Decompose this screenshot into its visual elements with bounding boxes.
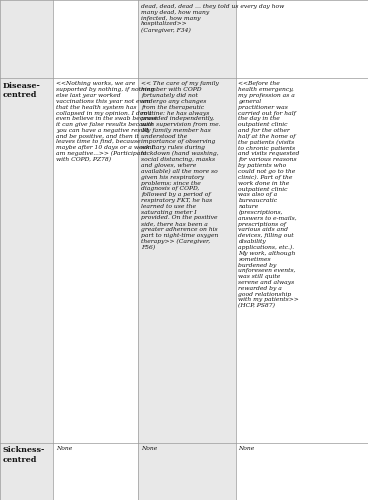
Text: None: None — [56, 446, 72, 452]
Bar — [53, 78, 138, 442]
Bar — [236, 78, 368, 442]
Bar — [236, 0, 368, 78]
Text: <<Nothing works, we are
supported by nothing, if nothing
else last year worked
v: <<Nothing works, we are supported by not… — [56, 82, 158, 162]
Bar — [53, 442, 138, 500]
Text: Disease-
centred: Disease- centred — [3, 82, 41, 98]
Bar — [138, 0, 236, 78]
Bar — [0, 78, 53, 442]
Text: dead, dead, dead … they told us every day how
many dead, how many
infected, how : dead, dead, dead … they told us every da… — [141, 4, 284, 32]
Bar — [236, 442, 368, 500]
Bar — [0, 442, 53, 500]
Bar — [138, 442, 236, 500]
Bar — [138, 78, 236, 442]
Text: None: None — [238, 446, 255, 452]
Text: <<Before the
health emergency,
my profession as a
general
practitioner was
carri: <<Before the health emergency, my profes… — [238, 82, 300, 308]
Bar — [0, 0, 53, 78]
Text: << The care of my family
member with COPD
fortunately did not
undergo any change: << The care of my family member with COP… — [141, 82, 220, 250]
Text: None: None — [141, 446, 157, 452]
Text: Sickness-
centred: Sickness- centred — [3, 446, 45, 464]
Bar — [53, 0, 138, 78]
